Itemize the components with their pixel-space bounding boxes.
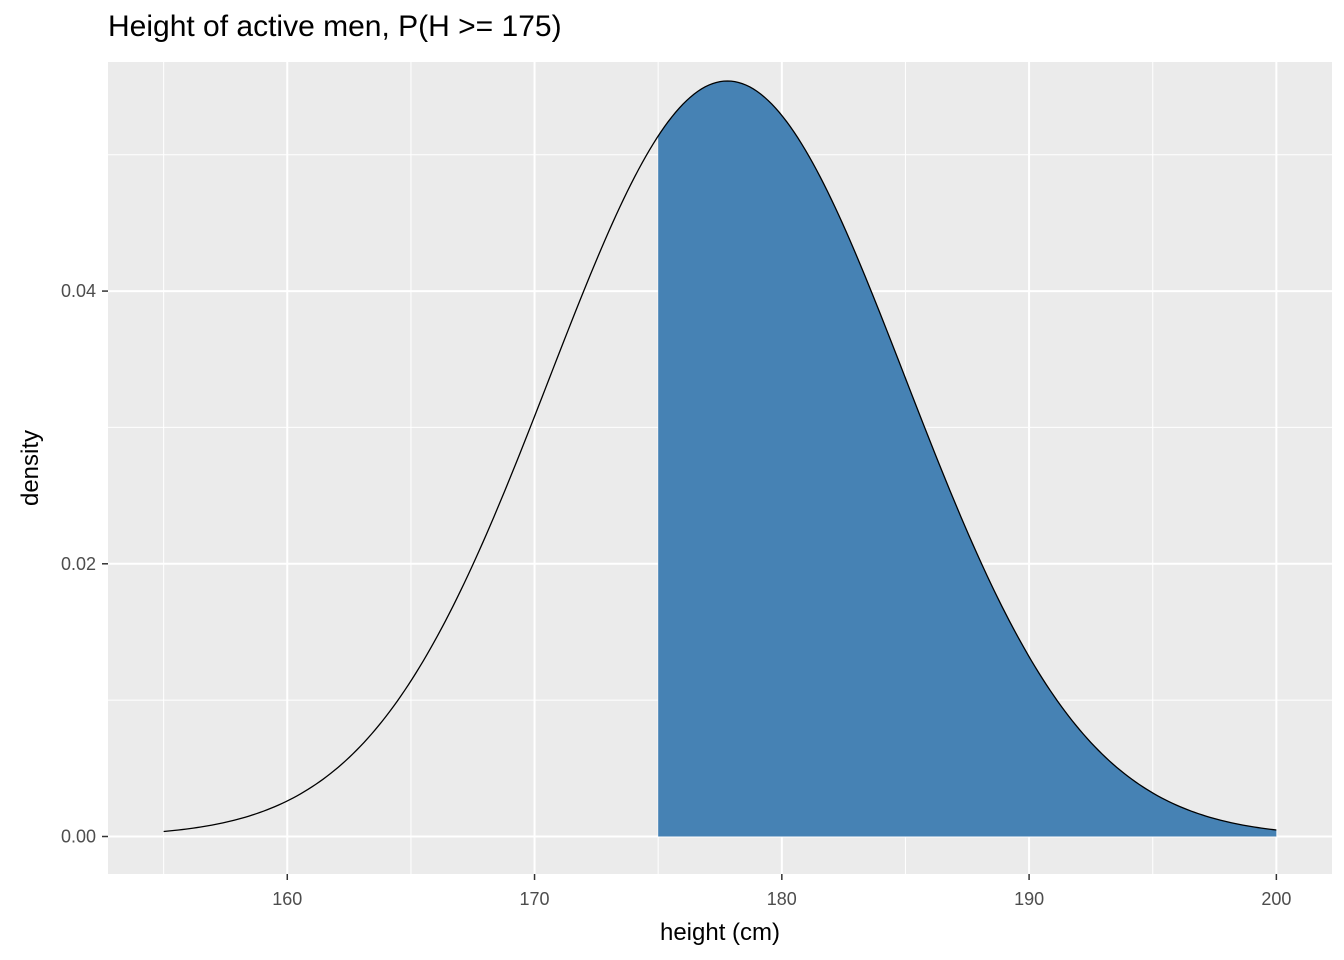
- x-tick-label: 160: [272, 889, 302, 909]
- x-tick-label: 170: [520, 889, 550, 909]
- x-tick-label: 190: [1014, 889, 1044, 909]
- x-tick-label: 180: [767, 889, 797, 909]
- y-tick-label: 0.02: [61, 554, 96, 574]
- y-tick-label: 0.04: [61, 281, 96, 301]
- y-axis-title: density: [17, 430, 44, 506]
- x-tick-label: 200: [1261, 889, 1291, 909]
- y-axis: 0.00 0.02 0.04: [61, 281, 108, 847]
- density-curve: [163, 80, 1277, 833]
- x-axis-title: height (cm): [660, 919, 780, 946]
- shaded-probability-area: [658, 80, 1277, 837]
- y-tick-label: 0.00: [61, 827, 96, 847]
- x-axis: 160 170 180 190 200: [272, 874, 1291, 909]
- chart-title: Height of active men, P(H >= 175): [108, 10, 562, 43]
